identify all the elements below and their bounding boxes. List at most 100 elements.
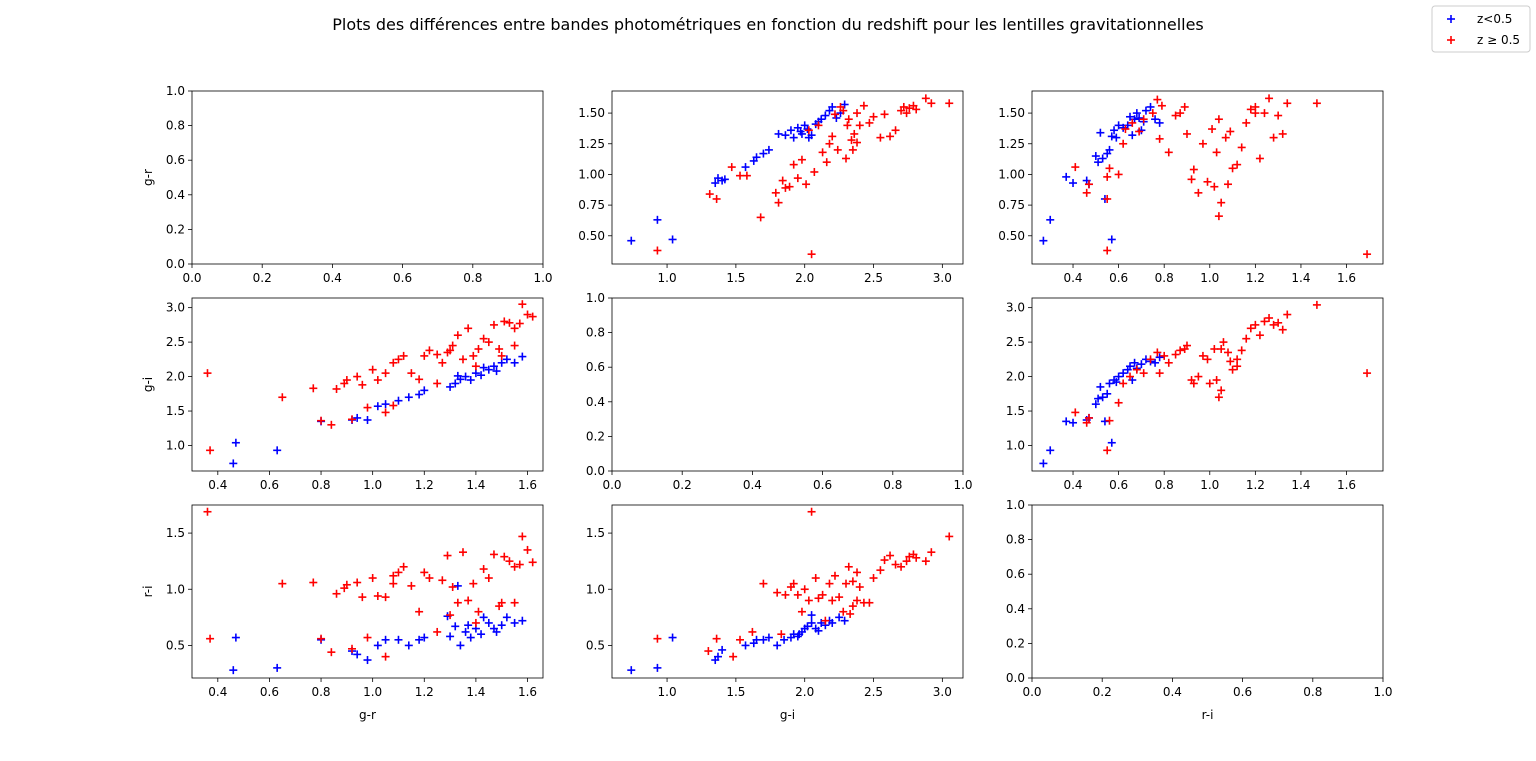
- point-high-z: [1224, 348, 1233, 357]
- x-tick-label: 1.2: [1246, 478, 1265, 492]
- point-low-z: [363, 656, 372, 665]
- subplot-1-3: 0.4 0.6 0.8 1.0 1.2 1.4 1.6 0.50 0.75 1.00 1.25 1.5…: [998, 90, 1384, 285]
- point-high-z: [1274, 318, 1283, 327]
- point-high-z: [1255, 331, 1264, 340]
- plot-area: [612, 505, 963, 678]
- point-low-z: [789, 133, 798, 142]
- y-tick-label: 3.0: [1006, 301, 1025, 315]
- point-high-z: [317, 416, 326, 425]
- y-tick-label: 1.5: [586, 526, 605, 540]
- point-high-z: [1084, 413, 1093, 422]
- point-high-z: [1251, 109, 1260, 118]
- point-high-z: [843, 121, 852, 130]
- point-high-z: [1212, 376, 1221, 385]
- point-low-z: [720, 175, 729, 184]
- point-low-z: [363, 415, 372, 424]
- point-high-z: [814, 594, 823, 603]
- point-low-z: [353, 413, 362, 422]
- point-low-z: [404, 641, 413, 650]
- point-low-z: [786, 126, 795, 135]
- point-low-z: [1141, 106, 1150, 115]
- point-low-z: [807, 618, 816, 627]
- point-high-z: [1132, 365, 1141, 374]
- y-tick-label: 0.8: [1006, 533, 1025, 547]
- point-high-z: [1265, 94, 1274, 103]
- point-high-z: [1082, 418, 1091, 427]
- point-low-z: [1107, 132, 1116, 141]
- point-high-z: [1363, 369, 1372, 378]
- point-high-z: [332, 384, 341, 393]
- point-high-z: [497, 351, 506, 360]
- point-high-z: [510, 324, 519, 333]
- point-high-z: [358, 593, 367, 602]
- point-low-z: [1091, 400, 1100, 409]
- point-high-z: [1217, 345, 1226, 354]
- point-high-z: [727, 163, 736, 172]
- x-tick-label: 1.0: [658, 685, 677, 699]
- point-low-z: [1151, 358, 1160, 367]
- point-high-z: [399, 562, 408, 571]
- x-tick-label: 0.4: [1063, 478, 1082, 492]
- x-tick-label: 1.0: [363, 685, 382, 699]
- point-high-z: [309, 384, 318, 393]
- legend-marker-high-z: [1447, 36, 1455, 44]
- point-low-z: [718, 645, 727, 654]
- x-tick-label: 0.2: [253, 271, 272, 285]
- subplot-grid: 0.0 0.2 0.4 0.6 0.8 1.0 0.0 0.2 0.4 0.6 0.8 1.0 g-r 1…: [141, 84, 1393, 722]
- point-high-z: [653, 246, 662, 255]
- point-high-z: [342, 580, 351, 589]
- x-tick-label: 0.4: [323, 271, 342, 285]
- x-tick-label: 0.8: [1155, 271, 1174, 285]
- x-axis-label: r-i: [1202, 708, 1214, 722]
- point-high-z: [742, 171, 751, 180]
- point-high-z: [1203, 177, 1212, 186]
- x-tick-label: 1.2: [1246, 271, 1265, 285]
- point-high-z: [1226, 127, 1235, 136]
- point-high-z: [500, 552, 509, 561]
- point-high-z: [510, 341, 519, 350]
- x-tick-label: 1.4: [466, 685, 485, 699]
- point-high-z: [789, 579, 798, 588]
- point-low-z: [451, 379, 460, 388]
- point-high-z: [1164, 358, 1173, 367]
- x-tick-label: 1.0: [1200, 478, 1219, 492]
- point-high-z: [489, 550, 498, 559]
- point-high-z: [1269, 320, 1278, 329]
- point-high-z: [389, 571, 398, 580]
- y-tick-label: 0.4: [166, 188, 185, 202]
- point-high-z: [389, 358, 398, 367]
- y-tick-label: 1.5: [1006, 404, 1025, 418]
- point-low-z: [1112, 133, 1121, 142]
- x-tick-label: 0.6: [260, 685, 279, 699]
- point-high-z: [1189, 379, 1198, 388]
- point-low-z: [492, 367, 501, 376]
- point-low-z: [1069, 418, 1078, 427]
- point-high-z: [407, 581, 416, 590]
- point-high-z: [905, 552, 914, 561]
- point-high-z: [865, 118, 874, 127]
- point-high-z: [1228, 164, 1237, 173]
- point-high-z: [822, 158, 831, 167]
- point-high-z: [886, 132, 895, 141]
- point-high-z: [1146, 355, 1155, 364]
- point-low-z: [381, 635, 390, 644]
- y-tick-label: 1.5: [166, 404, 185, 418]
- y-tick-label: 0.8: [586, 326, 605, 340]
- point-low-z: [273, 446, 282, 455]
- point-high-z: [810, 167, 819, 176]
- point-high-z: [880, 556, 889, 565]
- x-tick-label: 0.8: [463, 271, 482, 285]
- point-high-z: [1221, 133, 1230, 142]
- points: [627, 507, 954, 675]
- point-high-z: [1105, 416, 1114, 425]
- point-high-z: [1214, 393, 1223, 402]
- point-high-z: [464, 324, 473, 333]
- point-low-z: [764, 145, 773, 154]
- point-high-z: [773, 588, 782, 597]
- point-high-z: [443, 551, 452, 560]
- point-high-z: [515, 319, 524, 328]
- point-high-z: [1071, 408, 1080, 417]
- point-high-z: [523, 545, 532, 554]
- subplot-1-2: 1.0 1.5 2.0 2.5 3.0 0.50 0.75 1.00 1.25 1.50: [578, 90, 964, 285]
- x-tick-label: 1.0: [1373, 685, 1392, 699]
